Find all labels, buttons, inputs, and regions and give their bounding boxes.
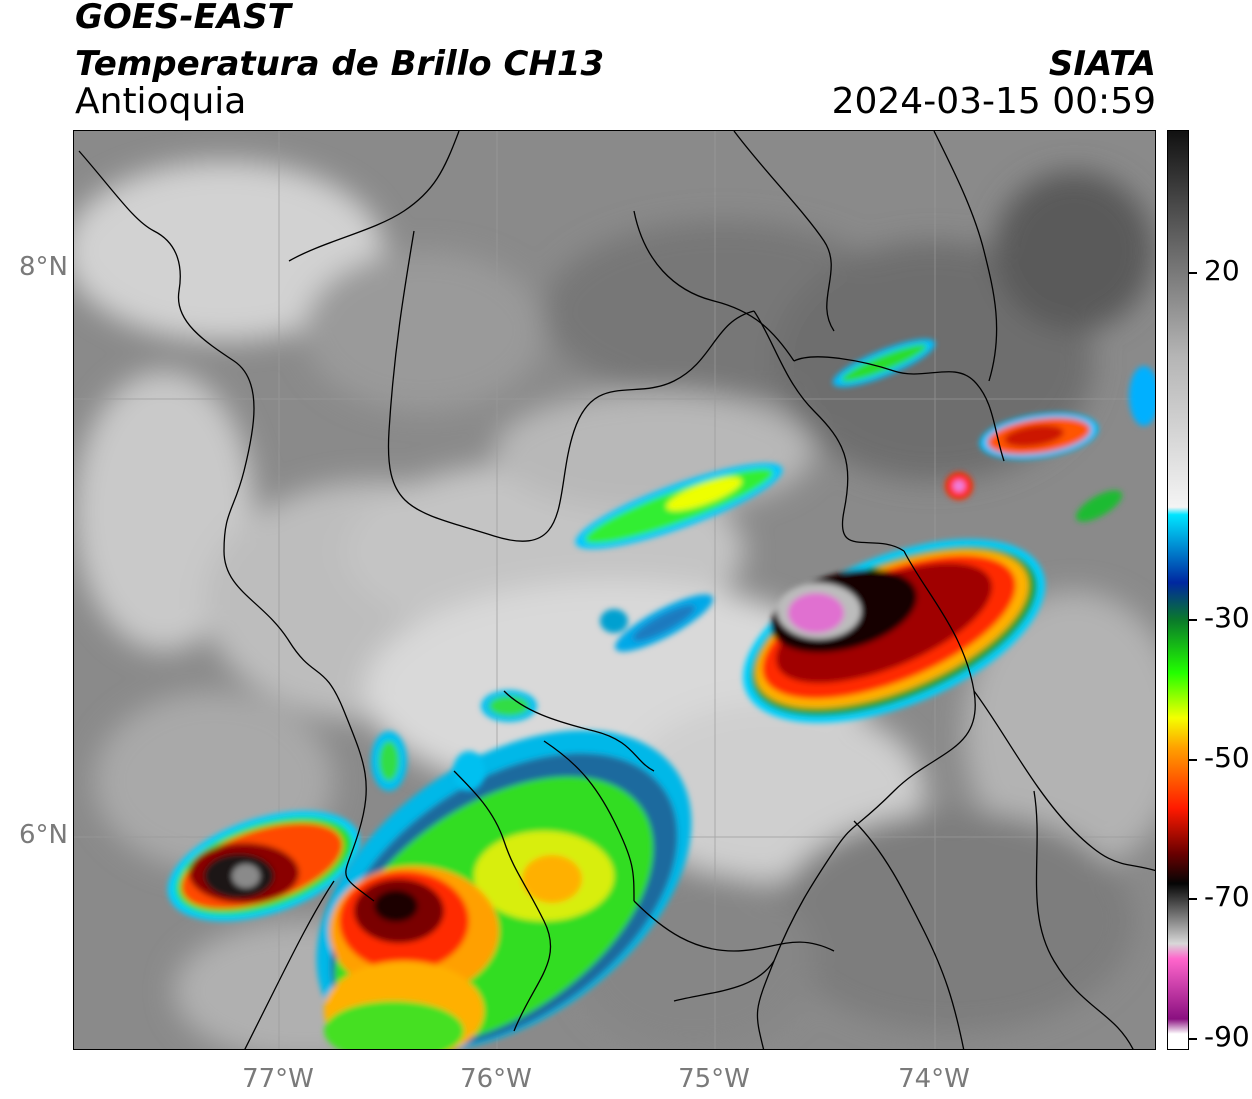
lon-label-75w: 75°W <box>678 1064 750 1094</box>
storm-cell-east <box>743 366 1155 723</box>
region-subtitle: Antioquia <box>75 81 247 122</box>
lat-label-8n: 8°N <box>19 252 68 282</box>
colorbar-tick-minus30 <box>1189 619 1197 621</box>
political-borders <box>78 131 1155 1049</box>
storm-cell-west <box>167 810 361 922</box>
colorbar-label-minus70: -70 <box>1204 880 1250 913</box>
map-canvas <box>74 131 1155 1049</box>
lon-label-76w: 76°W <box>460 1064 532 1094</box>
colorbar-tick-minus90 <box>1189 1038 1197 1040</box>
lon-label-77w: 77°W <box>242 1064 314 1094</box>
colorbar-label-minus90: -90 <box>1204 1020 1250 1053</box>
background-texture <box>74 131 1155 1049</box>
storm-cell-south <box>316 730 692 1049</box>
organization-label: SIATA <box>1048 44 1156 84</box>
title-line1: GOES-EAST <box>75 0 291 37</box>
storm-band-north <box>371 339 936 791</box>
colorbar-label-minus30: -30 <box>1204 601 1250 634</box>
temperature-colorbar <box>1167 130 1189 1050</box>
title-line2: Temperatura de Brillo CH13 <box>75 44 605 84</box>
colorbar-tick-minus50 <box>1189 759 1197 761</box>
colorbar-tick-minus70 <box>1189 898 1197 900</box>
timestamp: 2024-03-15 00:59 <box>831 81 1156 122</box>
storm-cells <box>167 339 1155 1049</box>
lon-label-74w: 74°W <box>898 1064 970 1094</box>
satellite-map <box>73 130 1156 1050</box>
colorbar-label-20: 20 <box>1204 254 1240 287</box>
lat-label-6n: 6°N <box>19 820 68 850</box>
colorbar-label-minus50: -50 <box>1204 741 1250 774</box>
colorbar-tick-20 <box>1189 272 1197 274</box>
